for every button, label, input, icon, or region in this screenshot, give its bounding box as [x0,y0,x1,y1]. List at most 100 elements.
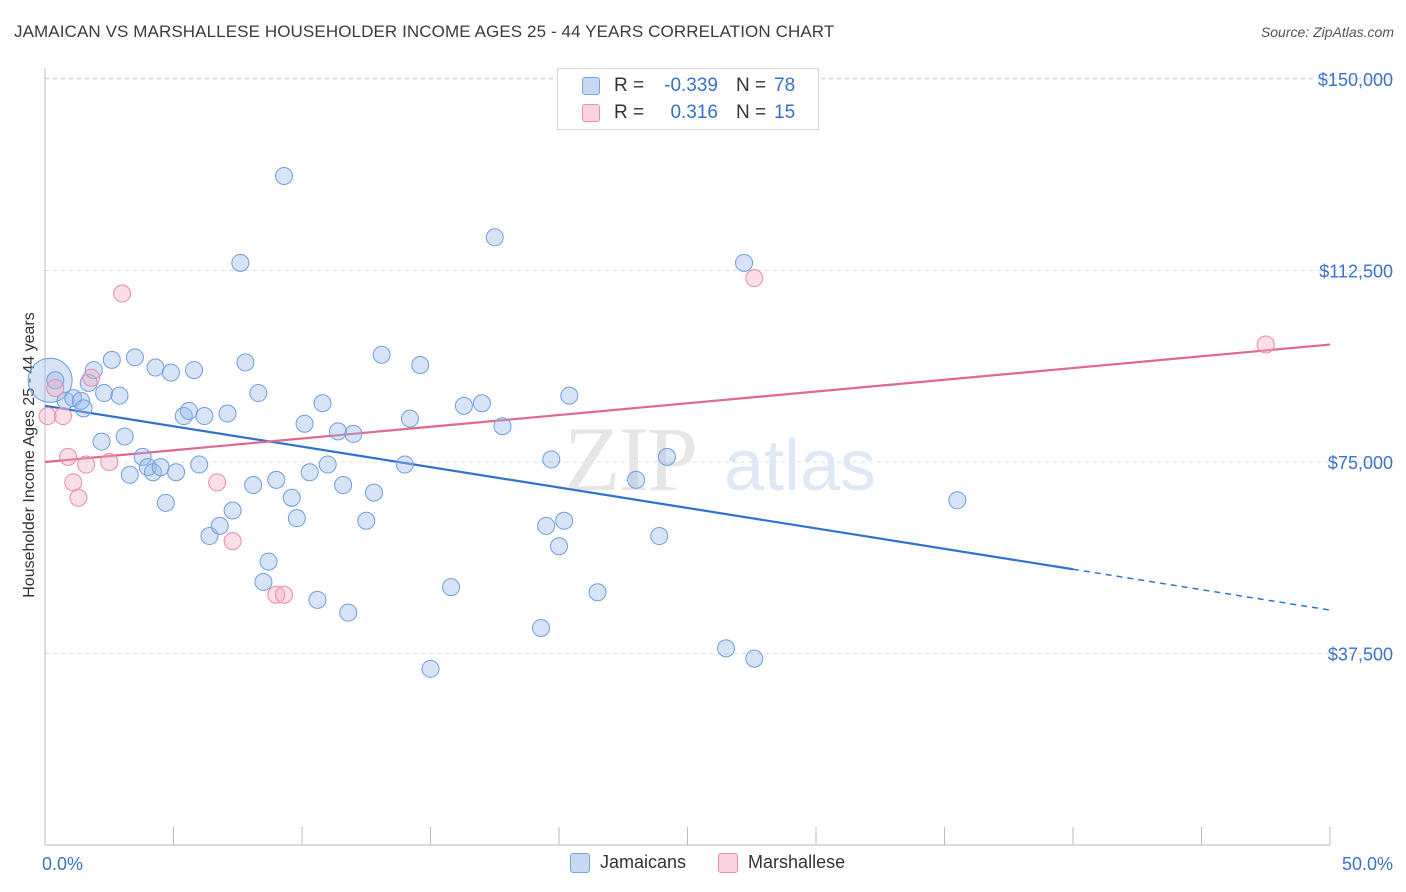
point-jamaicans [254,573,273,592]
point-jamaicans [244,475,263,494]
point-jamaicans [357,511,376,530]
point-jamaicans [120,465,139,484]
stats-legend: R = -0.339 N = 78 R = 0.316 N = 15 [557,68,819,130]
point-marshallese [46,378,65,397]
point-jamaicans [339,603,358,622]
point-jamaicans [161,363,180,382]
legend-row-jamaicans: R = -0.339 N = 78 [582,74,795,98]
point-jamaicans [167,463,186,482]
legend-item-marshallese: Marshallese [718,852,845,873]
point-jamaicans [485,228,504,247]
point-jamaicans [151,458,170,477]
legend-row-marshallese: R = 0.316 N = 15 [582,101,795,125]
point-jamaicans [555,511,574,530]
legend-n-label: N = [736,75,767,96]
point-jamaicans [313,394,332,413]
point-marshallese [100,453,119,471]
source-label: Source: ZipAtlas.com [1260,24,1394,40]
point-jamaicans [745,649,764,668]
point-jamaicans [46,371,65,390]
point-jamaicans [537,516,556,535]
point-marshallese [745,269,764,288]
y-tick-label: $112,500 [1319,262,1393,282]
legend-r-value: -0.339 [664,75,718,96]
point-jamaicans [125,348,144,367]
point-jamaicans [735,253,754,272]
legend-swatch-pink [582,104,600,122]
point-jamaicans [138,458,157,477]
point-jamaicans [95,384,114,403]
point-jamaicans [532,618,551,637]
point-jamaicans [275,167,294,186]
legend-swatch-blue [582,77,600,95]
point-jamaicans [195,407,214,426]
trend-line-marshallese [44,343,1331,464]
legend-label-jamaicans: Jamaicans [600,852,687,872]
point-jamaicans [542,450,561,469]
y-tick-label: $75,000 [1328,453,1393,473]
point-jamaicans [218,404,237,423]
legend-r-value: 0.316 [670,102,718,123]
point-marshallese [38,407,57,426]
point-jamaicans [650,527,669,546]
x-tick-label-min: 0.0% [42,854,83,874]
point-jamaicans [717,639,736,658]
series-legend: Jamaicans Marshallese [570,852,877,873]
legend-n-label: N = [736,102,767,123]
point-marshallese [77,455,96,474]
point-jamaicans [372,345,391,364]
point-jamaicans [300,463,319,482]
point-jamaicans [179,401,198,420]
point-jamaicans [267,470,286,489]
y-tick-label: $150,000 [1318,70,1393,90]
point-jamaicans [627,470,646,489]
watermark-atlas: atlas [724,426,876,506]
point-marshallese [275,585,294,604]
point-jamaicans [156,493,175,512]
point-jamaicans [102,350,121,369]
point-jamaicans [231,253,250,272]
point-jamaicans [92,432,111,451]
point-jamaicans [223,501,242,520]
watermark-zip: ZIP [564,408,696,510]
point-jamaicans [146,358,165,377]
point-jamaicans [185,361,204,380]
tick-labels: $37,500 $75,000 $112,500 $150,000 0.0% 50.0% [42,70,1393,874]
axes [44,68,1331,846]
point-jamaicans [190,455,209,474]
point-jamaicans [560,386,579,405]
point-jamaicans [588,583,607,602]
point-marshallese [69,488,88,507]
point-jamaicans [308,590,327,609]
legend-n-value: 15 [774,102,796,123]
point-jamaicans [364,483,383,502]
legend-label-marshallese: Marshallese [748,852,846,872]
point-jamaicans [454,396,473,415]
point-jamaicans [110,386,129,405]
legend-item-jamaicans: Jamaicans [570,852,686,873]
point-jamaicans [27,357,73,403]
point-marshallese [208,473,227,492]
point-jamaicans [210,516,229,535]
point-jamaicans [174,407,193,426]
point-marshallese [113,284,132,303]
legend-swatch-pink [718,852,739,873]
point-jamaicans [295,414,314,433]
point-jamaicans [395,455,414,474]
point-jamaicans [442,578,461,597]
point-jamaicans [550,537,568,556]
point-jamaicans [236,353,255,372]
chart-title: JAMAICAN VS MARSHALLESE HOUSEHOLDER INCO… [14,22,835,41]
point-jamaicans [115,427,134,446]
trend-lines [44,343,1331,611]
point-marshallese [64,473,83,492]
point-jamaicans [400,409,419,428]
point-jamaicans [328,422,347,441]
point-marshallese [53,407,72,426]
legend-swatch-blue [570,852,590,873]
point-jamaicans [334,475,353,494]
point-marshallese [223,532,242,551]
legend-r-label: R = [614,102,645,123]
point-jamaicans [249,384,268,403]
